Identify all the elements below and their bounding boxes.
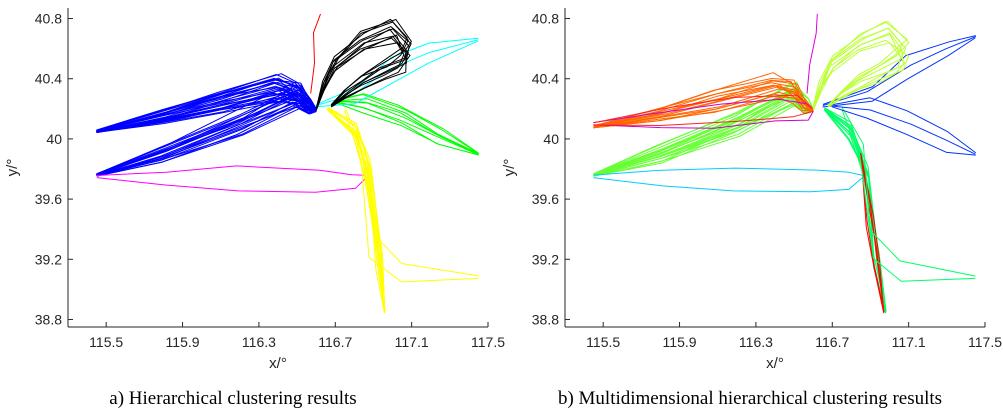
trajectory-line <box>832 105 976 155</box>
y-tick-label: 39.2 <box>532 251 559 267</box>
trajectory-line <box>832 97 977 154</box>
panel-caption: b) Multidimensional hierarchical cluster… <box>558 388 942 409</box>
y-tick-label: 40 <box>543 131 559 147</box>
y-tick-label: 38.8 <box>532 311 559 327</box>
panel-b: 115.5 115.9 116.3 116.7 117.1 117.5 38.8 39.2 39… <box>501 8 1002 409</box>
panel-a: 115.5 115.9 116.3 116.7 117.1 117.5 38.8 39.2 39… <box>4 8 505 409</box>
trajectory-line <box>593 86 814 128</box>
trajectory-line <box>593 96 814 129</box>
trajectory-line <box>315 37 411 110</box>
trajectory-line <box>824 107 887 312</box>
series-3 <box>593 94 814 126</box>
x-tick-label: 117.1 <box>395 334 429 350</box>
y-axis-label: y/° <box>4 159 21 177</box>
x-tick-label: 116.7 <box>815 334 849 350</box>
trajectory-line <box>96 97 317 176</box>
x-tick-label: 115.9 <box>166 334 200 350</box>
x-tick-label: 116.7 <box>318 334 352 350</box>
series-1 <box>593 72 814 129</box>
trajectory-line <box>822 35 977 105</box>
x-tick-label: 115.5 <box>586 334 620 350</box>
trajectory-line <box>316 18 408 108</box>
trajectory-line <box>593 111 814 129</box>
trajectory-line <box>96 105 317 177</box>
trajectory-line <box>860 155 885 314</box>
series-1 <box>96 82 318 177</box>
trajectory-line <box>344 110 479 283</box>
trajectory-line <box>831 106 976 156</box>
x-tick-label: 117.5 <box>968 334 1002 350</box>
trajectory-line <box>344 107 479 277</box>
trajectory-line <box>316 40 479 108</box>
trajectory-line <box>96 92 317 175</box>
trajectory-line <box>96 82 317 175</box>
y-tick-label: 38.8 <box>35 311 62 327</box>
series-2 <box>96 165 367 193</box>
series-8 <box>310 13 321 94</box>
series-8 <box>822 35 977 108</box>
series-3 <box>326 107 386 314</box>
series-10 <box>812 21 910 111</box>
trajectory-line <box>96 77 317 132</box>
trajectory-line <box>813 27 903 109</box>
trajectory-line <box>841 107 976 277</box>
trajectory-line <box>860 152 885 311</box>
series-0 <box>593 81 814 177</box>
trajectory-line <box>335 100 480 155</box>
trajectory-line <box>812 21 910 109</box>
trajectory-line <box>822 37 976 108</box>
trajectory-line <box>96 100 316 176</box>
trajectory-line <box>96 165 366 176</box>
trajectory-line <box>812 21 908 108</box>
x-axis-label: x/° <box>269 355 287 372</box>
trajectory-line <box>335 93 479 154</box>
trajectory-line <box>593 167 864 176</box>
panel-caption: a) Hierarchical clustering results <box>109 388 356 409</box>
series-4 <box>593 167 864 193</box>
series-4 <box>344 107 479 283</box>
trajectory-line <box>593 177 863 193</box>
trajectory-line <box>822 36 977 106</box>
trajectory-line <box>316 26 412 109</box>
trajectory-line <box>96 101 317 177</box>
trajectory-line <box>841 109 976 282</box>
trajectory-line <box>812 39 910 111</box>
trajectory-line <box>812 32 902 110</box>
trajectory-line <box>593 91 813 129</box>
y-tick-label: 40.4 <box>35 71 62 87</box>
trajectory-line <box>335 101 479 156</box>
y-tick-label: 40.8 <box>532 11 559 27</box>
y-tick-label: 39.2 <box>35 251 62 267</box>
trajectory-line <box>335 98 479 154</box>
x-tick-label: 117.1 <box>892 334 926 350</box>
x-tick-label: 116.3 <box>739 334 773 350</box>
x-tick-label: 115.9 <box>663 334 697 350</box>
x-tick-label: 117.5 <box>471 334 505 350</box>
trajectory-line <box>593 94 814 124</box>
x-axis-label: x/° <box>766 355 784 372</box>
y-axis-label: y/° <box>501 159 518 177</box>
series-9 <box>831 97 977 156</box>
trajectory-line <box>315 28 410 109</box>
y-tick-label: 40 <box>46 131 62 147</box>
trajectory-line <box>593 110 814 126</box>
trajectory-line <box>593 82 814 127</box>
series-7 <box>315 18 412 110</box>
series-7 <box>841 107 976 282</box>
y-tick-label: 39.6 <box>532 191 559 207</box>
series-11 <box>806 13 818 94</box>
trajectory-line <box>806 13 818 94</box>
trajectory-line <box>823 108 887 313</box>
y-tick-label: 40.8 <box>35 11 62 27</box>
x-tick-label: 116.3 <box>242 334 276 350</box>
series-5 <box>334 93 480 156</box>
trajectory-line <box>594 84 814 128</box>
trajectory-line <box>593 102 813 177</box>
x-tick-label: 115.5 <box>89 334 123 350</box>
trajectory-line <box>96 177 367 193</box>
y-tick-label: 40.4 <box>532 71 559 87</box>
trajectory-line <box>310 13 321 94</box>
y-tick-label: 39.6 <box>35 191 62 207</box>
